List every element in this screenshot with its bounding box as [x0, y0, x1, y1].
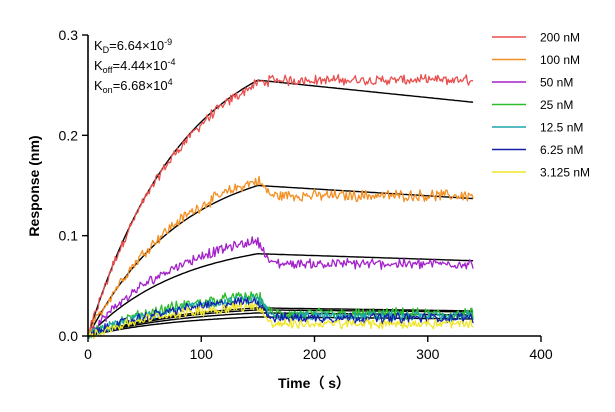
trace-100nM: [87, 175, 474, 336]
fit-curve-50nM: [87, 252, 474, 337]
fit-curve-12-5nM: [87, 309, 474, 337]
trace-6-25nM: [87, 296, 474, 338]
trace-50nM: [87, 236, 474, 337]
x-tick-label: 0: [84, 346, 92, 362]
koff-annotation: Koff=4.44×10-4: [94, 57, 175, 75]
x-tick-label: 400: [529, 346, 553, 362]
x-axis-label: Time（ s）: [278, 375, 350, 391]
fit-curve-200nM: [87, 79, 474, 337]
legend-label: 25 nM: [540, 98, 573, 112]
x-tick-label: 200: [303, 346, 327, 362]
kon-annotation: Kon=6.68×104: [94, 77, 173, 95]
legend-label: 3.125 nM: [540, 166, 590, 180]
y-axis-label: Response (nm): [26, 135, 42, 236]
legend: 200 nM 100 nM 50 nM 25 nM 12.5 nM 6.25 nM 3.12…: [492, 31, 590, 180]
y-tick-label: 0.0: [59, 328, 79, 344]
y-tick-label: 0.1: [59, 228, 79, 244]
x-tick-label: 300: [416, 346, 440, 362]
legend-label: 6.25 nM: [540, 143, 583, 157]
y-tick-label: 0.3: [59, 27, 79, 43]
kd-annotation: KD=6.64×10-9: [94, 37, 172, 55]
trace-3-125nM: [87, 302, 474, 340]
legend-label: 50 nM: [540, 76, 573, 90]
fit-curves: [87, 79, 474, 337]
x-tick-label: 100: [190, 346, 214, 362]
legend-label: 100 nM: [540, 53, 580, 67]
trace-200nM: [87, 73, 474, 336]
response-traces: [87, 73, 474, 340]
y-tick-label: 0.2: [59, 127, 79, 143]
legend-label: 200 nM: [540, 31, 580, 45]
axis-ticks: 0 100 200 300 400 0.0 0.1 0.2 0.3: [59, 27, 553, 362]
legend-label: 12.5 nM: [540, 121, 583, 135]
